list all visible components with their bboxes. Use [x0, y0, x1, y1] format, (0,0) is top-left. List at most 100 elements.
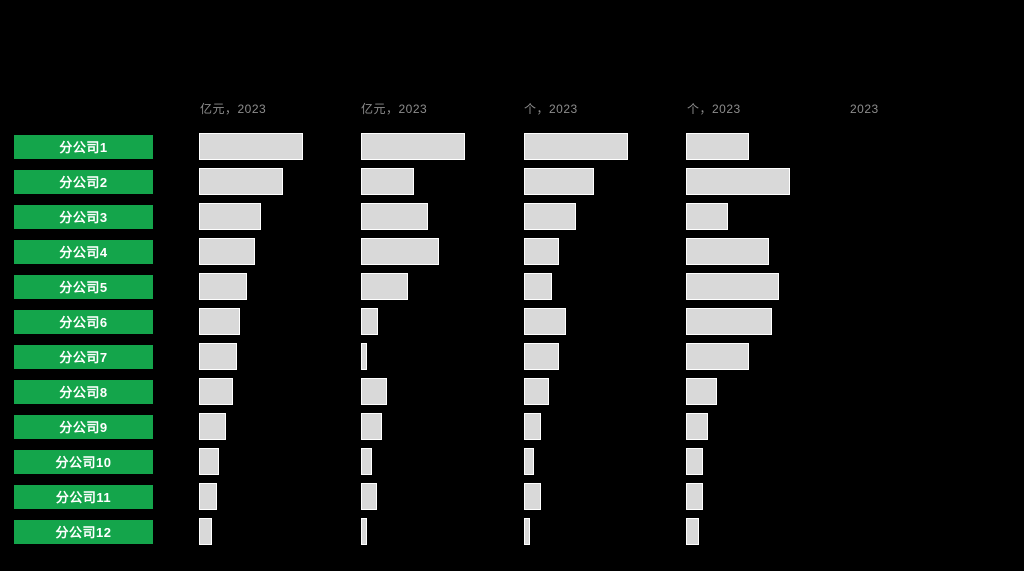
bar-row	[199, 304, 359, 339]
bar-chart-3-bar-1	[524, 133, 628, 160]
category-label: 分公司1	[14, 134, 153, 159]
category-row: 分公司10	[14, 444, 153, 479]
bar-chart-1-bar-5	[199, 273, 247, 300]
category-row: 分公司7	[14, 339, 153, 374]
category-row: 分公司11	[14, 479, 153, 514]
bar-row	[361, 164, 521, 199]
bar-chart-1-bar-9	[199, 413, 226, 440]
bar-row	[361, 479, 521, 514]
bar-row	[686, 164, 846, 199]
bar-chart-1-bar-10	[199, 448, 219, 475]
bar-row	[361, 444, 521, 479]
unit-header: 亿元，2023	[200, 102, 267, 116]
bar-chart-4-bar-12	[686, 518, 699, 545]
bar-chart-2-bar-6	[361, 308, 378, 335]
bar-row	[199, 164, 359, 199]
bar-row	[361, 409, 521, 444]
bar-chart-4-bar-5	[686, 273, 779, 300]
bar-row	[361, 339, 521, 374]
unit-header: 亿元，2023	[361, 102, 428, 116]
bar-row	[524, 514, 684, 549]
unit-header: 个，2023	[687, 102, 741, 116]
bar-row	[686, 234, 846, 269]
bar-chart-1-bar-2	[199, 168, 283, 195]
bar-chart-2-bar-10	[361, 448, 372, 475]
category-row: 分公司9	[14, 409, 153, 444]
bar-row	[524, 374, 684, 409]
bar-chart-1-bar-12	[199, 518, 212, 545]
bar-row	[199, 234, 359, 269]
bar-chart-4-bar-9	[686, 413, 708, 440]
bar-row	[199, 269, 359, 304]
category-label: 分公司10	[14, 449, 153, 474]
bar-chart-1-bar-6	[199, 308, 240, 335]
bar-row	[199, 514, 359, 549]
bar-row	[686, 269, 846, 304]
category-label: 分公司2	[14, 169, 153, 194]
bar-chart-3-bar-10	[524, 448, 534, 475]
bar-chart-1-bar-4	[199, 238, 255, 265]
bar-row	[361, 129, 521, 164]
bar-chart-2-bar-4	[361, 238, 439, 265]
category-row: 分公司6	[14, 304, 153, 339]
bar-chart-3-bar-9	[524, 413, 541, 440]
bar-chart-1-bar-3	[199, 203, 261, 230]
bar-row	[199, 409, 359, 444]
bar-row	[199, 199, 359, 234]
bar-row	[524, 164, 684, 199]
bar-chart-4-bar-10	[686, 448, 703, 475]
bar-chart-1-bar-11	[199, 483, 217, 510]
bar-chart-3-bar-12	[524, 518, 530, 545]
category-row: 分公司2	[14, 164, 153, 199]
bar-chart-3-bar-6	[524, 308, 566, 335]
bar-chart-3-bar-5	[524, 273, 552, 300]
bar-row	[524, 234, 684, 269]
category-label: 分公司7	[14, 344, 153, 369]
unit-header: 个，2023	[524, 102, 578, 116]
bar-chart-1-bar-8	[199, 378, 233, 405]
bar-chart-2-bar-3	[361, 203, 428, 230]
bar-row	[524, 199, 684, 234]
bar-chart-4-bar-6	[686, 308, 772, 335]
category-label: 分公司6	[14, 309, 153, 334]
category-row: 分公司3	[14, 199, 153, 234]
bar-row	[686, 374, 846, 409]
bar-chart-column	[361, 129, 521, 549]
bar-row	[524, 339, 684, 374]
category-row: 分公司1	[14, 129, 153, 164]
bar-chart-3-bar-11	[524, 483, 541, 510]
bar-chart-2-bar-9	[361, 413, 382, 440]
bar-row	[524, 129, 684, 164]
bar-chart-3-bar-4	[524, 238, 559, 265]
bar-chart-column	[199, 129, 359, 549]
bar-chart-2-bar-7	[361, 343, 367, 370]
bar-row	[199, 444, 359, 479]
category-row: 分公司12	[14, 514, 153, 549]
bar-chart-1-bar-7	[199, 343, 237, 370]
bar-row	[524, 304, 684, 339]
bar-row	[524, 269, 684, 304]
bar-chart-4-bar-4	[686, 238, 769, 265]
bar-row	[361, 234, 521, 269]
bar-row	[199, 129, 359, 164]
bar-chart-2-bar-12	[361, 518, 367, 545]
bar-chart-2-bar-1	[361, 133, 465, 160]
bar-chart-3-bar-2	[524, 168, 594, 195]
bar-row	[361, 374, 521, 409]
bar-row	[361, 514, 521, 549]
bar-chart-2-bar-2	[361, 168, 414, 195]
bar-row	[199, 339, 359, 374]
bar-row	[686, 444, 846, 479]
category-label: 分公司8	[14, 379, 153, 404]
bar-chart-4-bar-7	[686, 343, 749, 370]
category-label: 分公司11	[14, 484, 153, 509]
category-label: 分公司12	[14, 519, 153, 544]
bar-row	[199, 374, 359, 409]
category-row: 分公司4	[14, 234, 153, 269]
bar-row	[199, 479, 359, 514]
bar-chart-3-bar-3	[524, 203, 576, 230]
bar-row	[686, 409, 846, 444]
bar-chart-2-bar-5	[361, 273, 408, 300]
bar-row	[686, 514, 846, 549]
